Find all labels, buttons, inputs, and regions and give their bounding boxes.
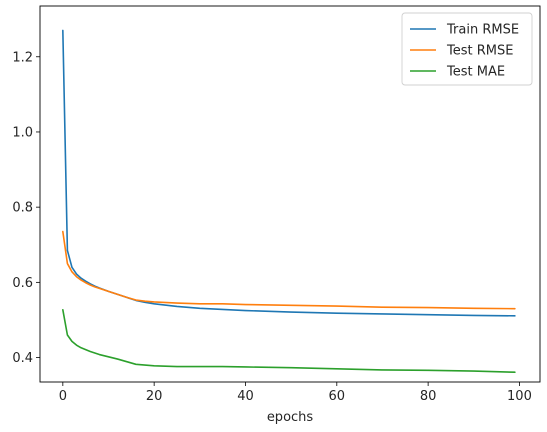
x-axis-label: epochs xyxy=(267,410,314,425)
y-tick-label: 1.0 xyxy=(12,125,33,140)
legend-label-1: Test RMSE xyxy=(446,44,513,59)
y-tick-label: 0.8 xyxy=(12,201,33,216)
series-layer xyxy=(62,29,516,374)
y-tick-label: 1.2 xyxy=(12,50,33,65)
x-tick-label: 60 xyxy=(329,389,346,404)
series-line-1 xyxy=(62,230,516,310)
legend-box xyxy=(401,12,533,86)
x-tick-label: 40 xyxy=(237,389,254,404)
x-tick-label: 80 xyxy=(420,389,437,404)
y-axis: 0.4 0.6 0.8 1.0 1.2 xyxy=(12,50,40,366)
legend-label-0: Train RMSE xyxy=(446,23,519,38)
legend-label-2: Test MAE xyxy=(446,65,505,80)
x-tick-label: 20 xyxy=(146,389,163,404)
y-tick-label: 0.4 xyxy=(12,351,33,366)
plot-frame xyxy=(39,5,541,383)
series-line-2 xyxy=(62,309,516,374)
x-axis: 0 20 40 60 80 100 xyxy=(59,382,532,404)
y-tick-label: 0.6 xyxy=(12,276,33,291)
legend: Train RMSE Test RMSE Test MAE xyxy=(401,12,533,86)
x-tick-label: 100 xyxy=(507,389,532,404)
x-tick-label: 0 xyxy=(59,389,67,404)
